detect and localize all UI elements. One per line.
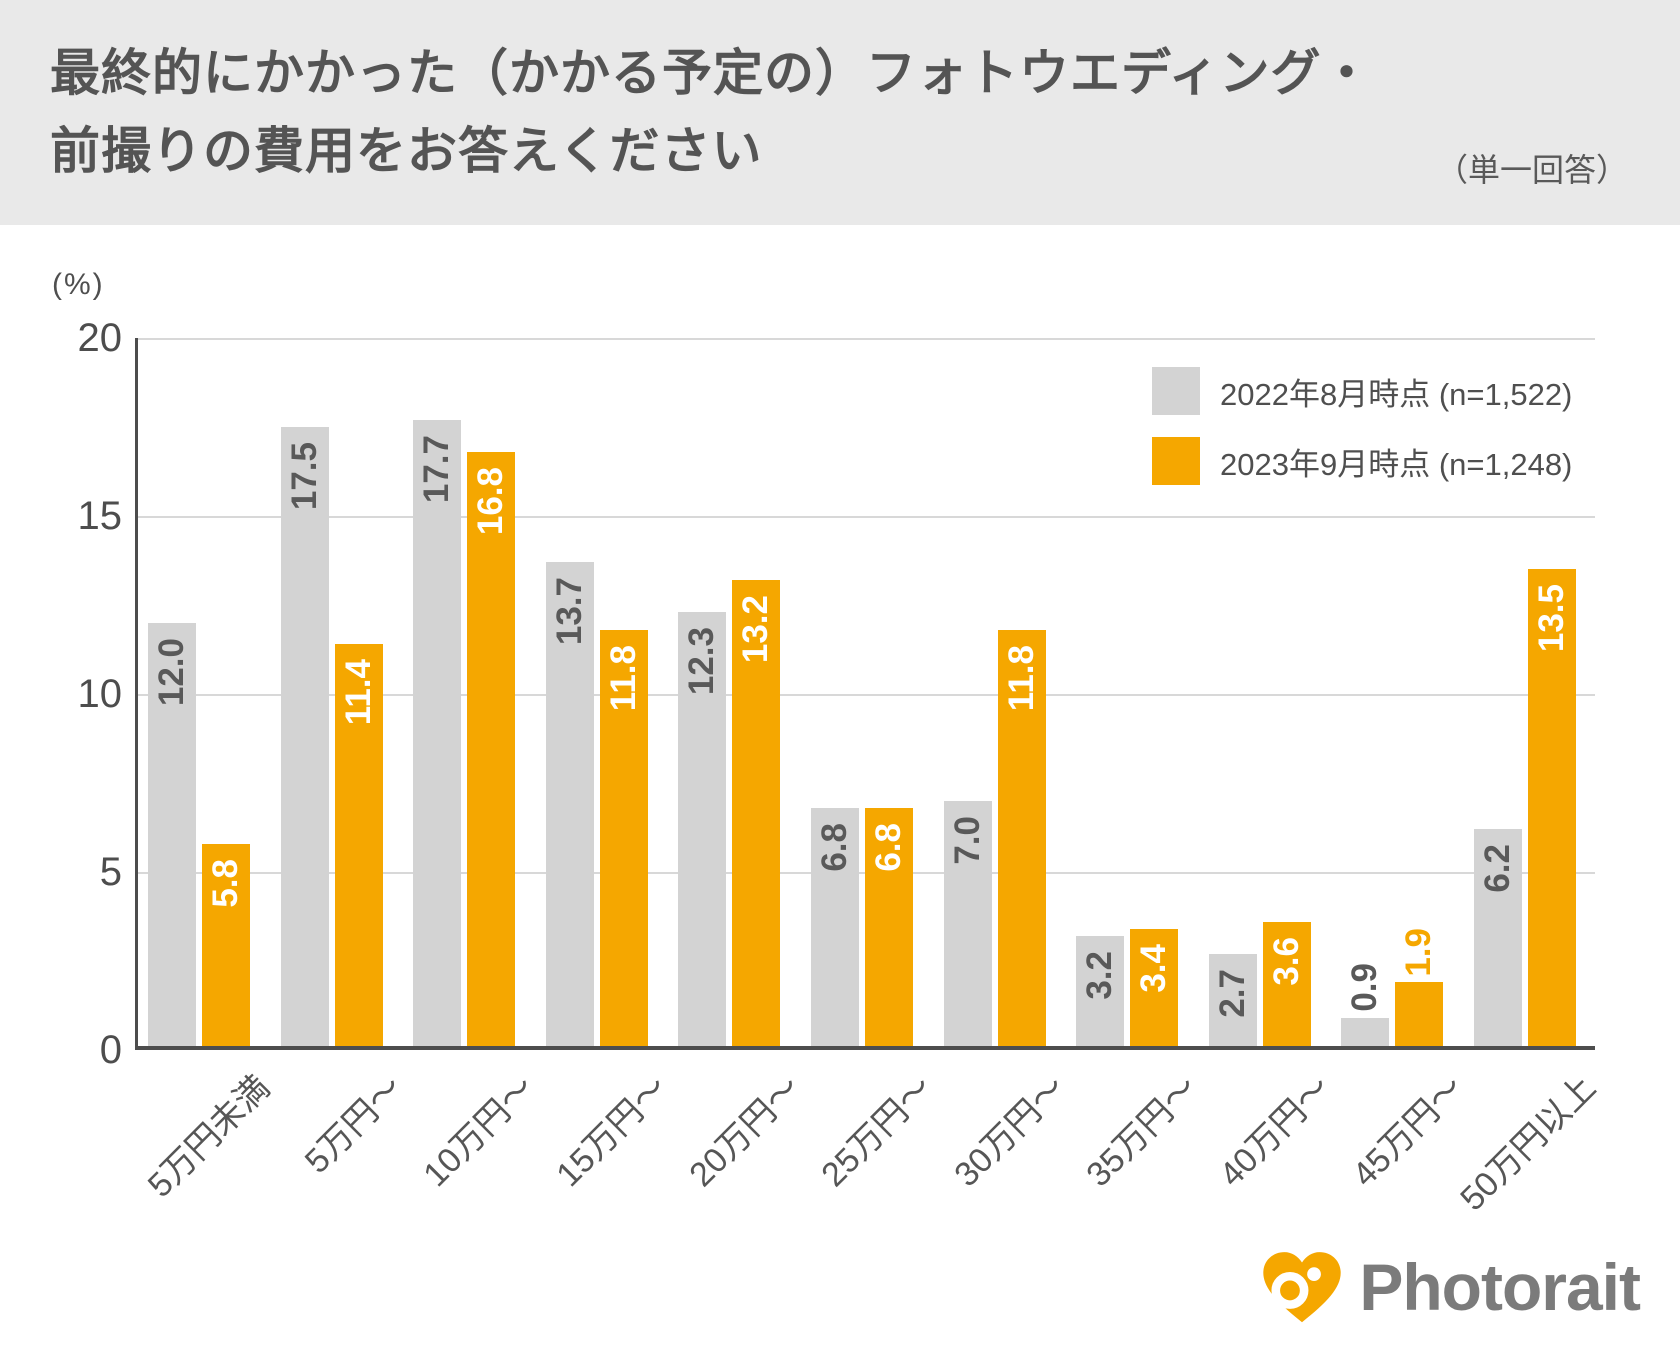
bar-value-label: 2.7 [1212, 968, 1252, 1018]
y-tick-label-0: 0 [99, 1028, 122, 1072]
bar-value-label: 12.3 [682, 627, 722, 696]
bar-value-label: 6.8 [869, 822, 908, 872]
bar-value-label: 13.5 [1532, 584, 1571, 653]
bar-2023-10万円～ [467, 451, 516, 1050]
x-category-label-10万円～: 10万円～ [416, 1068, 543, 1195]
y-tick-label-20: 20 [77, 316, 123, 360]
bar-2022-5万円～ [280, 427, 329, 1050]
page-title-line2: 前撮りの費用をお答えください [50, 123, 763, 179]
bar-2023-5万円未満 [202, 843, 250, 1050]
y-axis-unit-label: (%) [52, 268, 105, 301]
bar-2023-50万円以上 [1528, 569, 1576, 1050]
bar-value-label: 11.8 [603, 644, 643, 712]
bar-value-label: 13.7 [549, 577, 589, 646]
bar-2022-50万円以上 [1474, 829, 1522, 1050]
legend-item-2022: 2022年8月時点 (n=1,522) [1152, 367, 1572, 415]
brand-logo: Photorait [1259, 1248, 1641, 1326]
x-category-label-35万円～: 35万円～ [1079, 1068, 1206, 1195]
page-title-line1: 最終的にかかった（かかる予定の）フォトウエディング・ [50, 45, 1373, 101]
header-band: 最終的にかかった（かかる予定の）フォトウエディング・ 前撮りの費用をお答えくださ… [0, 0, 1680, 225]
bar-2022-10万円～ [413, 419, 462, 1050]
bar-value-label: 7.0 [947, 815, 987, 865]
bar-2023-20万円～ [732, 580, 781, 1050]
legend-label-2022: 2022年8月時点 (n=1,522) [1220, 376, 1573, 412]
x-category-label-25万円～: 25万円～ [814, 1068, 941, 1195]
bar-2023-30万円～ [997, 629, 1046, 1050]
legend: 2022年8月時点 (n=1,522) 2023年9月時点 (n=1,248) [1152, 367, 1572, 507]
bar-value-label: 17.7 [417, 434, 457, 503]
bar-value-label: 3.2 [1080, 951, 1120, 1000]
bar-2022-25万円～ [811, 807, 859, 1050]
bar-2022-20万円～ [678, 612, 727, 1050]
bar-value-label: 6.2 [1478, 844, 1517, 893]
bar-value-label: 11.8 [1001, 644, 1041, 712]
gridline-20 [135, 338, 1595, 340]
x-axis-baseline [135, 1046, 1595, 1050]
bar-value-label: 16.8 [471, 466, 511, 536]
bar-value-label: 11.4 [338, 659, 378, 726]
bar-2023-5万円～ [334, 644, 383, 1050]
bar-2022-15万円～ [545, 562, 594, 1050]
bar-2022-40万円～ [1208, 953, 1257, 1050]
legend-swatch-2023 [1152, 437, 1200, 485]
x-category-label-20万円～: 20万円～ [681, 1068, 808, 1195]
page-title: 最終的にかかった（かかる予定の）フォトウエディング・ 前撮りの費用をお答えくださ… [50, 34, 1373, 190]
bar-2023-40万円～ [1262, 921, 1311, 1050]
x-category-label-45万円～: 45万円～ [1344, 1068, 1471, 1195]
bar-2022-35万円～ [1076, 936, 1125, 1050]
bar-value-label: 3.6 [1266, 936, 1306, 986]
y-tick-label-15: 15 [77, 494, 123, 538]
x-category-label-5万円～: 5万円～ [297, 1068, 410, 1181]
bar-2023-45万円～ [1395, 982, 1444, 1050]
bar-2022-5万円未満 [148, 622, 196, 1050]
answer-type-note: （単一回答） [1435, 152, 1628, 188]
legend-swatch-2022 [1152, 367, 1200, 415]
plot-area: 12.0 17.5 17.7 13.7 12.3 6.8 7.0 3.2 2.7 0.9 6.2 5.… [135, 338, 1595, 1050]
brand-name: Photorait [1359, 1250, 1641, 1324]
y-tick-label-5: 5 [99, 850, 122, 894]
x-category-label-15万円～: 15万円～ [549, 1068, 676, 1195]
gridline-15 [135, 516, 1595, 518]
bar-2022-30万円～ [943, 800, 992, 1050]
bar-value-label: 13.2 [736, 595, 776, 664]
legend-item-2023: 2023年9月時点 (n=1,248) [1152, 437, 1572, 485]
x-category-label-5万円未満: 5万円未満 [140, 1068, 278, 1205]
bar-value-label: 5.8 [206, 858, 245, 908]
bar-value-label: 3.4 [1134, 943, 1174, 993]
x-category-label-30万円～: 30万円～ [947, 1068, 1073, 1195]
bar-2023-35万円～ [1130, 928, 1179, 1050]
legend-label-2023: 2023年9月時点 (n=1,248) [1220, 446, 1573, 482]
x-category-label-50万円以上: 50万円以上 [1453, 1068, 1604, 1219]
bar-value-label: 6.8 [815, 822, 854, 872]
bar-2023-15万円～ [599, 629, 648, 1050]
y-tick-label-10: 10 [77, 672, 123, 716]
x-category-label-40万円～: 40万円～ [1212, 1068, 1339, 1195]
bar-value-label: 12.0 [152, 637, 191, 706]
heart-camera-icon [1263, 1252, 1342, 1323]
bar-2023-25万円～ [865, 807, 913, 1050]
bar-value-label: 1.9 [1399, 927, 1439, 977]
bar-2022-45万円～ [1341, 1017, 1390, 1050]
gridline-10 [135, 694, 1595, 696]
y-axis-line [135, 338, 138, 1050]
bar-value-label: 0.9 [1345, 963, 1385, 1012]
bar-value-label: 17.5 [284, 442, 324, 511]
